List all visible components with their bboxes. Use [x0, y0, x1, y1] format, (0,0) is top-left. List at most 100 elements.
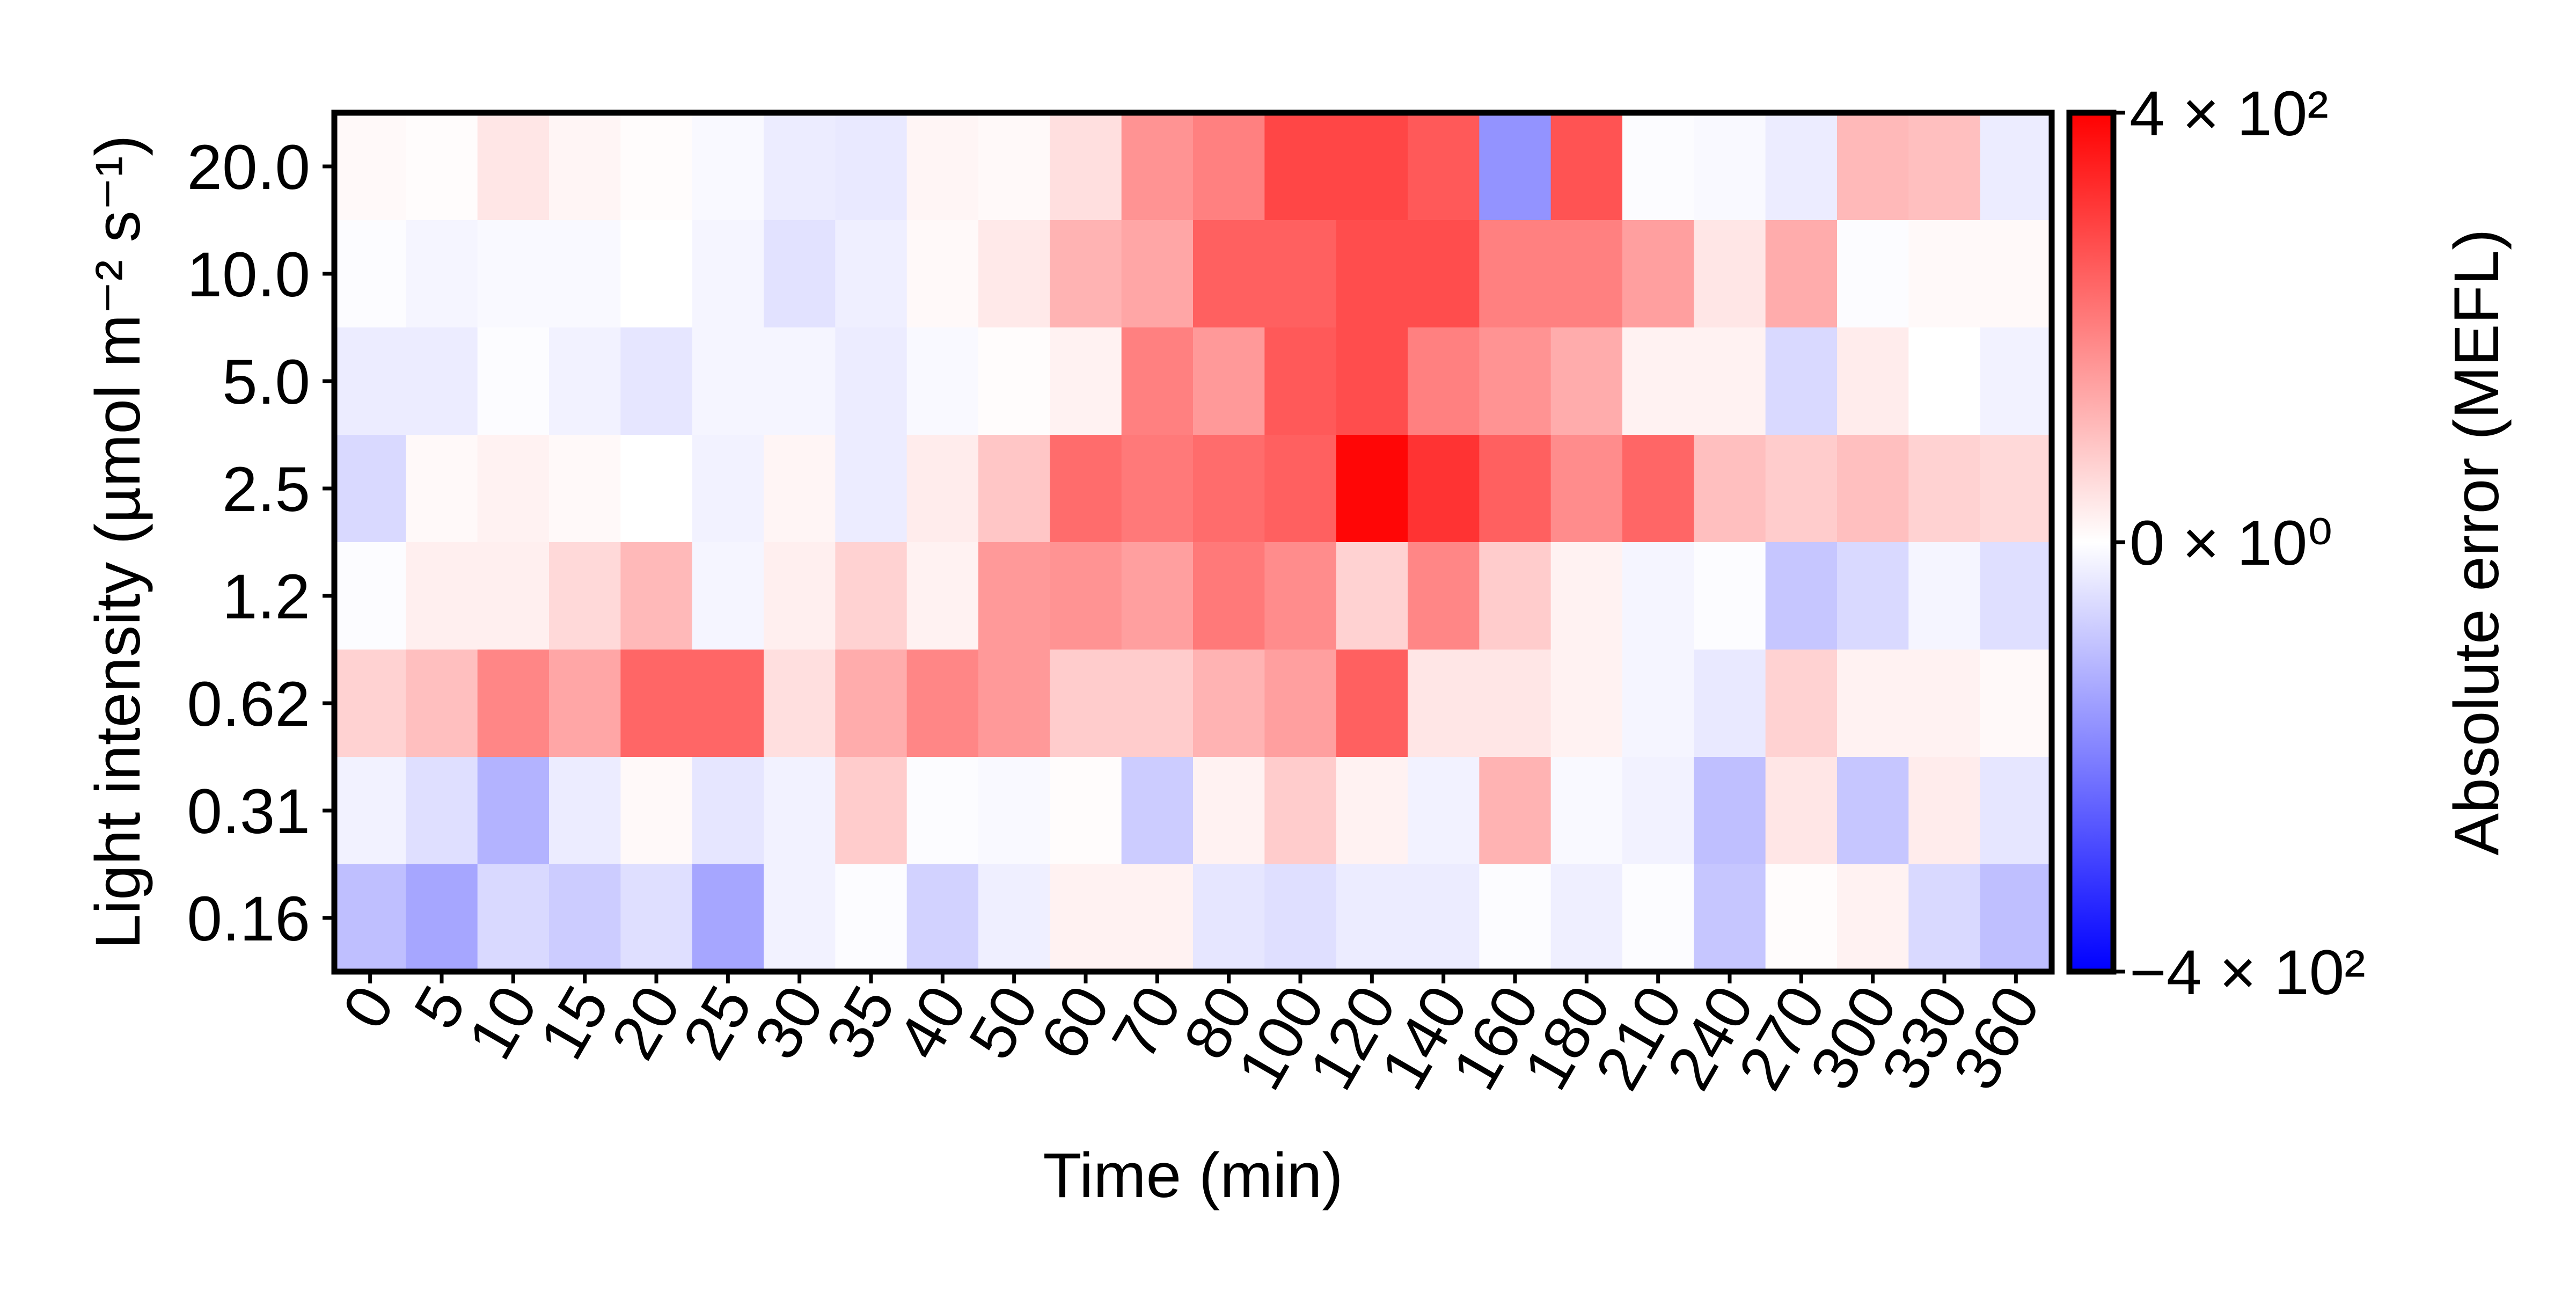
heatmap-cell: [1980, 542, 2052, 650]
heatmap-cell: [334, 113, 406, 221]
heatmap-cell: [906, 757, 979, 865]
heatmap-cell: [1550, 864, 1623, 972]
heatmap-cell: [477, 220, 550, 328]
y-tick-label: 0.31: [187, 776, 310, 847]
heatmap-cell: [334, 327, 406, 435]
heatmap-cell: [1050, 650, 1122, 757]
y-tick-label: 0.62: [187, 669, 310, 740]
heatmap-cell: [1908, 542, 1981, 650]
colorbar-tick-label: 0 × 10⁰: [2129, 508, 2333, 579]
heatmap-cell: [1479, 542, 1552, 650]
heatmap-cell: [1837, 220, 1909, 328]
heatmap-cell: [835, 220, 908, 328]
colorbar-ticks: 4 × 10² 0 × 10⁰ −4 × 10²: [2113, 78, 2366, 1008]
heatmap-cell: [549, 435, 621, 543]
heatmap-cell: [477, 113, 550, 221]
heatmap-cell: [1264, 542, 1337, 650]
heatmap-cell: [978, 757, 1050, 865]
heatmap-cell: [620, 757, 693, 865]
heatmap-cell: [1837, 757, 1909, 865]
heatmap-cell: [1121, 864, 1194, 972]
heatmap-cell: [1336, 864, 1408, 972]
heatmap-cell: [764, 542, 836, 650]
heatmap-cell: [406, 435, 478, 543]
heatmap-cell: [1050, 327, 1122, 435]
heatmap-cell: [978, 435, 1050, 543]
heatmap-cell: [764, 220, 836, 328]
heatmap-cell: [835, 113, 908, 221]
heatmap-cell: [1050, 435, 1122, 543]
heatmap-cell: [692, 220, 764, 328]
heatmap-cell: [1336, 220, 1408, 328]
heatmap-cell: [764, 650, 836, 757]
y-axis-label: Light intensity (µmol m⁻² s⁻¹): [83, 135, 153, 949]
heatmap-cell: [978, 864, 1050, 972]
heatmap-cell: [620, 327, 693, 435]
heatmap-cell: [549, 542, 621, 650]
heatmap-cell: [1837, 542, 1909, 650]
heatmap-cell: [692, 542, 764, 650]
heatmap-cell: [1765, 864, 1838, 972]
heatmap-cell: [1121, 113, 1194, 221]
heatmap-cell: [406, 650, 478, 757]
heatmap-cell: [978, 542, 1050, 650]
heatmap-cell: [1264, 327, 1337, 435]
heatmap-cell: [906, 220, 979, 328]
y-axis-ticks: 20.0 10.0 5.0 2.5 1.2 0.62 0.31 0.16: [187, 132, 334, 954]
heatmap-cell: [1193, 864, 1265, 972]
heatmap-cell: [1479, 220, 1552, 328]
heatmap-cell: [764, 435, 836, 543]
heatmap-cell: [549, 757, 621, 865]
heatmap-cell: [835, 757, 908, 865]
heatmap-cell: [835, 650, 908, 757]
heatmap-cell: [1264, 220, 1337, 328]
heatmap-cell: [1765, 542, 1838, 650]
heatmap-cell: [1479, 757, 1552, 865]
heatmap-cell: [1408, 113, 1480, 221]
heatmap-cell: [1193, 113, 1265, 221]
heatmap-cell: [1050, 757, 1122, 865]
heatmap-cell: [549, 220, 621, 328]
heatmap-cell: [1193, 757, 1265, 865]
heatmap-cell: [1479, 864, 1552, 972]
y-tick-label: 20.0: [187, 132, 310, 203]
heatmap-cell: [1694, 220, 1766, 328]
heatmap-cell: [334, 220, 406, 328]
heatmap-cell: [1408, 757, 1480, 865]
heatmap-cell: [1908, 220, 1981, 328]
heatmap-cell: [1336, 542, 1408, 650]
heatmap-cell: [692, 327, 764, 435]
heatmap-cell: [1550, 650, 1623, 757]
heatmap-cell: [1193, 435, 1265, 543]
heatmap-cell: [1050, 542, 1122, 650]
heatmap-cell: [1622, 435, 1694, 543]
heatmap-cell: [1264, 113, 1337, 221]
heatmap-cell: [906, 864, 979, 972]
heatmap-cell: [1908, 113, 1981, 221]
heatmap-cell: [764, 113, 836, 221]
x-tick-label: 0: [329, 974, 408, 1040]
colorbar-tick-label: 4 × 10²: [2129, 78, 2329, 149]
heatmap-cell: [1408, 435, 1480, 543]
heatmap-cell: [835, 542, 908, 650]
heatmap-cell: [1908, 864, 1981, 972]
y-tick-label: 10.0: [187, 239, 310, 310]
heatmap-cell: [1980, 220, 2052, 328]
heatmap-cell: [1479, 650, 1552, 757]
heatmap-cell: [1479, 435, 1552, 543]
heatmap-cell: [1837, 113, 1909, 221]
heatmap-cell: [1694, 542, 1766, 650]
heatmap-cell: [906, 113, 979, 221]
heatmap-cell: [1622, 113, 1694, 221]
heatmap-cell: [477, 650, 550, 757]
heatmap-cell: [1121, 650, 1194, 757]
heatmap-cell: [1765, 220, 1838, 328]
heatmap-cell: [334, 435, 406, 543]
heatmap-cell: [1408, 864, 1480, 972]
heatmap-cell: [1980, 757, 2052, 865]
heatmap-cell: [764, 327, 836, 435]
y-tick-label: 5.0: [222, 347, 310, 418]
heatmap-cell: [1193, 220, 1265, 328]
heatmap-cell: [1694, 435, 1766, 543]
